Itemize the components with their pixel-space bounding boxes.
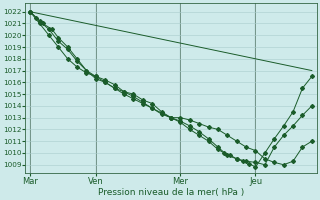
- X-axis label: Pression niveau de la mer( hPa ): Pression niveau de la mer( hPa ): [98, 188, 244, 197]
